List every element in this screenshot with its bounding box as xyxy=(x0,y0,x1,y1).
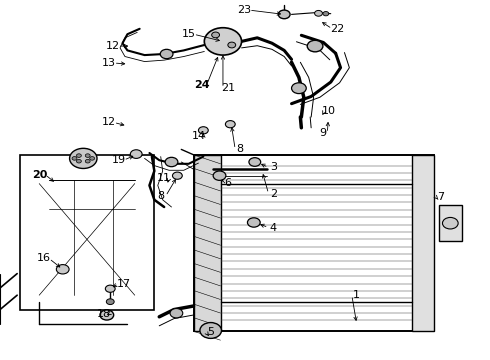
Text: 5: 5 xyxy=(207,327,214,337)
Text: 19: 19 xyxy=(112,155,125,165)
Circle shape xyxy=(160,49,173,59)
Circle shape xyxy=(76,154,81,157)
Text: 8: 8 xyxy=(157,191,164,201)
Text: 12: 12 xyxy=(106,41,120,51)
Text: 13: 13 xyxy=(102,58,116,68)
Circle shape xyxy=(442,217,458,229)
Circle shape xyxy=(204,28,242,55)
Text: 4: 4 xyxy=(270,222,277,233)
Circle shape xyxy=(70,148,97,168)
Circle shape xyxy=(247,218,260,227)
Circle shape xyxy=(85,159,90,163)
Circle shape xyxy=(225,121,235,128)
Circle shape xyxy=(323,12,329,16)
Text: 12: 12 xyxy=(102,117,116,127)
Bar xyxy=(412,155,434,331)
Circle shape xyxy=(170,309,183,318)
Circle shape xyxy=(212,32,220,38)
Text: 24: 24 xyxy=(194,80,210,90)
Circle shape xyxy=(198,127,208,134)
Circle shape xyxy=(72,157,77,160)
Text: 21: 21 xyxy=(221,83,235,93)
Circle shape xyxy=(106,299,114,305)
Text: 22: 22 xyxy=(330,24,344,34)
Circle shape xyxy=(105,285,115,292)
Text: 14: 14 xyxy=(192,131,205,141)
Circle shape xyxy=(165,157,178,167)
Text: 15: 15 xyxy=(182,29,196,39)
Circle shape xyxy=(292,83,306,94)
Circle shape xyxy=(100,310,114,320)
Circle shape xyxy=(130,150,142,158)
Text: 18: 18 xyxy=(97,309,111,319)
Text: 8: 8 xyxy=(237,144,244,154)
Text: 23: 23 xyxy=(237,5,251,15)
Text: 2: 2 xyxy=(270,189,277,199)
Circle shape xyxy=(228,42,236,48)
Circle shape xyxy=(249,158,261,166)
Circle shape xyxy=(213,171,226,180)
Circle shape xyxy=(56,265,69,274)
Circle shape xyxy=(76,159,81,163)
Bar xyxy=(20,155,154,310)
Circle shape xyxy=(278,10,290,19)
Circle shape xyxy=(315,10,322,16)
Bar xyxy=(439,205,462,241)
Text: 10: 10 xyxy=(322,106,336,116)
Text: 7: 7 xyxy=(438,192,444,202)
Circle shape xyxy=(90,157,95,160)
Text: 17: 17 xyxy=(117,279,130,289)
Text: 1: 1 xyxy=(353,290,360,300)
Circle shape xyxy=(172,172,182,179)
Text: 6: 6 xyxy=(224,178,231,188)
Text: 11: 11 xyxy=(157,173,171,183)
Text: 20: 20 xyxy=(32,170,48,180)
Circle shape xyxy=(200,323,221,338)
Bar xyxy=(194,155,434,331)
Text: 9: 9 xyxy=(319,128,326,138)
Bar xyxy=(194,155,220,331)
Text: 3: 3 xyxy=(270,162,277,172)
Circle shape xyxy=(85,154,90,157)
Text: 16: 16 xyxy=(37,253,51,264)
Circle shape xyxy=(307,40,323,52)
